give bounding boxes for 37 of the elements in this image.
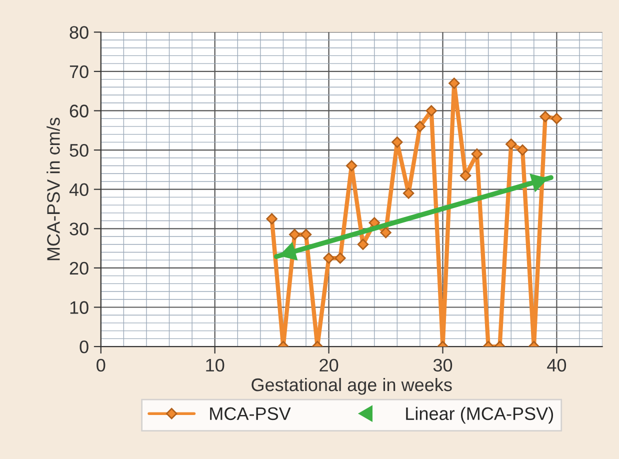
point bbox=[357, 238, 369, 250]
point bbox=[289, 228, 300, 240]
x-tick-label: 10 bbox=[206, 358, 224, 372]
point bbox=[402, 188, 414, 199]
point bbox=[392, 136, 403, 148]
y-tick-label: 60 bbox=[70, 104, 88, 118]
point bbox=[471, 148, 483, 160]
legend-label: Linear (MCA-PSV) bbox=[406, 406, 554, 424]
point bbox=[346, 160, 358, 172]
x-tick-label: 20 bbox=[320, 358, 338, 372]
point bbox=[414, 120, 426, 132]
x-tick-label: 30 bbox=[433, 358, 452, 372]
point bbox=[300, 228, 312, 240]
y-tick-label: 50 bbox=[70, 144, 88, 157]
point bbox=[334, 252, 346, 264]
y-tick-label: 0 bbox=[80, 340, 88, 354]
point bbox=[506, 138, 517, 150]
point bbox=[266, 213, 278, 224]
legend-label: MCA-PSV bbox=[210, 407, 291, 420]
y-tick-label: 20 bbox=[70, 262, 88, 275]
point bbox=[448, 78, 460, 89]
x-axis-title: Gestational age in weeks bbox=[252, 378, 452, 395]
point bbox=[380, 226, 392, 238]
x-tick-label: 40 bbox=[547, 358, 566, 372]
point bbox=[323, 252, 334, 264]
point bbox=[460, 170, 472, 182]
point bbox=[540, 111, 551, 122]
point bbox=[426, 105, 437, 116]
y-tick-label: 10 bbox=[70, 301, 88, 314]
point bbox=[551, 112, 562, 124]
y-axis-title: MCA-PSV in cm/s bbox=[46, 118, 60, 260]
point bbox=[516, 144, 528, 156]
y-tick-label: 40 bbox=[69, 183, 88, 196]
y-tick-label: 80 bbox=[70, 26, 88, 39]
y-tick-label: 70 bbox=[70, 65, 88, 78]
x-tick-label: 0 bbox=[96, 358, 106, 372]
y-tick-label: 30 bbox=[70, 222, 88, 236]
